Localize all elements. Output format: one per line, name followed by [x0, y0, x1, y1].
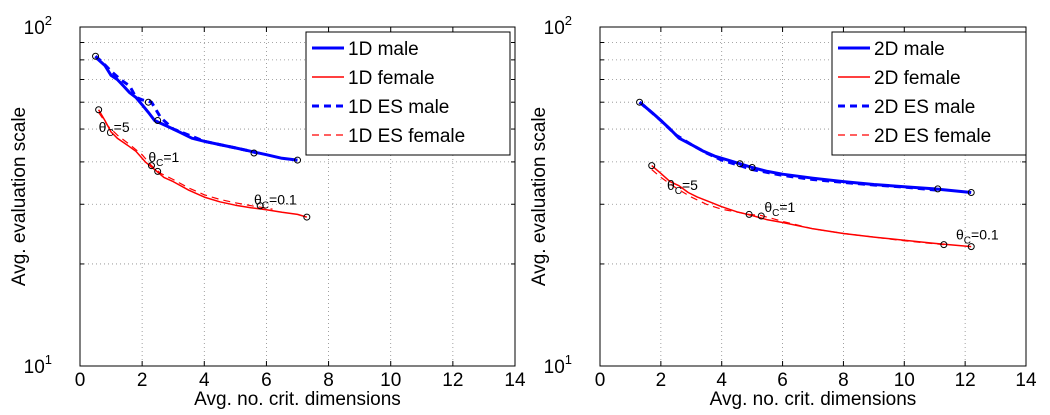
data-point-marker	[748, 164, 756, 172]
x-tick-label: 14	[504, 370, 526, 391]
x-tick-label: 12	[442, 370, 463, 391]
series-line-female	[97, 109, 308, 218]
legend-label: 2D ES female	[874, 126, 991, 147]
legend-label: 1D ES female	[348, 126, 465, 147]
data-point-marker	[934, 185, 942, 193]
legend-label: 1D ES male	[348, 97, 449, 118]
data-point-marker	[736, 160, 744, 168]
data-point-marker	[294, 156, 301, 164]
y-tick-label: 102	[544, 13, 572, 39]
chart-panel-2: θC=5 θC=1 θC=0.1 0 2 4 6 8 10 12 14 101 102 Avg. no. …	[529, 13, 1037, 410]
legend: 1D male 1D female 1D ES male 1D ES female	[305, 31, 511, 156]
theta-annotation: θC=0.1	[956, 227, 999, 247]
x-tick-label: 10	[894, 370, 915, 391]
data-point-marker	[154, 116, 162, 124]
data-point-marker	[250, 149, 258, 157]
legend-label: 2D female	[874, 68, 961, 89]
data-point-marker	[648, 162, 656, 170]
x-tick-label: 0	[595, 370, 606, 391]
y-tick-label: 102	[24, 13, 52, 39]
data-point-marker	[144, 98, 152, 106]
chart-panel-1: θC=5 θC=1 θC=0.1 0 2 4 6 8 10 12 14 101 102 Avg. no. …	[9, 13, 526, 410]
data-point-marker	[154, 167, 162, 175]
series-line-female-es	[651, 169, 944, 246]
data-point-marker	[95, 106, 103, 114]
x-tick-label: 10	[380, 370, 401, 391]
data-point-marker	[303, 213, 311, 221]
x-axis-title: Avg. no. crit. dimensions	[710, 389, 917, 410]
x-tick-label: 0	[75, 370, 86, 391]
legend-label: 1D male	[348, 39, 419, 60]
x-tick-label: 12	[955, 370, 976, 391]
x-tick-label: 6	[261, 370, 272, 391]
y-tick-label: 101	[24, 352, 52, 378]
x-tick-label: 2	[137, 370, 148, 391]
legend-label: 2D ES male	[874, 97, 975, 118]
y-tick-label: 101	[544, 352, 572, 378]
axes-frame	[599, 26, 1027, 367]
data-point-marker	[256, 202, 264, 210]
legend-label: 1D female	[348, 68, 435, 89]
series-line-male-es	[638, 101, 938, 192]
axes-frame	[79, 26, 516, 367]
theta-annotation: θC=0.1	[254, 191, 297, 211]
x-tick-label: 14	[1015, 370, 1037, 391]
x-tick-label: 8	[838, 370, 849, 391]
x-tick-label: 4	[199, 370, 210, 391]
legend-label: 2D male	[874, 39, 945, 60]
x-axis-title: Avg. no. crit. dimensions	[194, 389, 401, 410]
x-tick-label: 4	[716, 370, 727, 391]
data-point-marker	[745, 210, 753, 218]
x-tick-label: 6	[777, 370, 788, 391]
x-tick-label: 2	[656, 370, 667, 391]
y-axis-title: Avg. evaluation scale	[529, 107, 550, 286]
data-point-marker	[757, 212, 765, 220]
data-point-marker	[940, 241, 948, 249]
y-axis-title: Avg. evaluation scale	[9, 107, 30, 286]
data-point-marker	[636, 98, 644, 106]
data-point-marker	[967, 243, 975, 251]
legend: 2D male 2D female 2D ES male 2D ES female	[831, 31, 1027, 156]
data-point-marker	[967, 188, 975, 196]
series-line-male-es	[94, 55, 258, 155]
theta-annotation: θC=1	[148, 149, 179, 169]
theta-annotation: θC=1	[764, 199, 795, 219]
data-point-marker	[147, 162, 155, 170]
theta-annotation: θC=5	[667, 177, 698, 197]
x-tick-label: 8	[323, 370, 334, 391]
data-point-marker	[92, 52, 100, 60]
theta-annotation: θC=5	[99, 119, 130, 139]
